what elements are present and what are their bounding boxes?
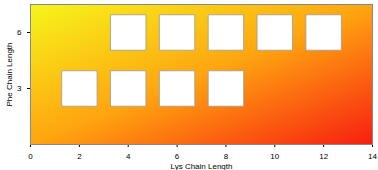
svg-text:2: 2 <box>77 152 82 161</box>
svg-text:0: 0 <box>28 152 33 161</box>
svg-text:10: 10 <box>270 152 279 161</box>
svg-text:14: 14 <box>368 152 377 161</box>
svg-text:6: 6 <box>17 28 22 37</box>
svg-text:3: 3 <box>17 84 22 93</box>
svg-text:4: 4 <box>126 152 131 161</box>
svg-text:6: 6 <box>175 152 180 161</box>
svg-text:8: 8 <box>224 152 229 161</box>
svg-text:Lys Chain Length: Lys Chain Length <box>171 162 233 170</box>
svg-text:12: 12 <box>319 152 328 161</box>
svg-text:Phe Chain Length: Phe Chain Length <box>5 42 14 106</box>
